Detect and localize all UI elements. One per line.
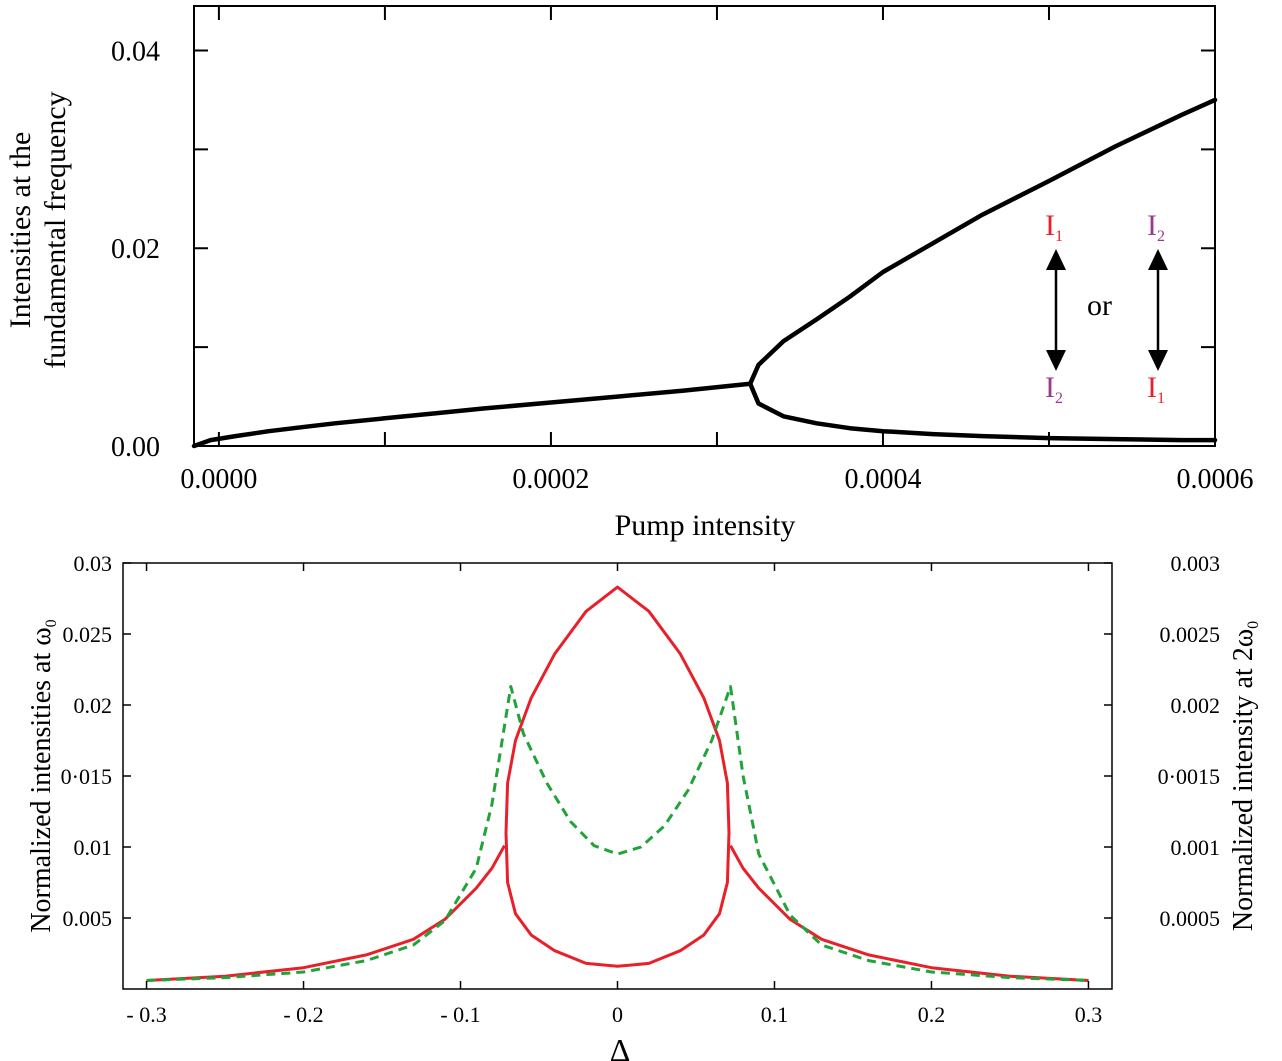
bottom-plot-frame <box>122 562 1113 990</box>
bottom-left-y-tick-label: 0.025 <box>63 622 113 647</box>
double-arrow-right <box>1148 249 1168 371</box>
bottom-right-y-tick-label: 0.0025 <box>1160 622 1221 647</box>
bottom-right-y-tick-label: 0.003 <box>1171 551 1221 576</box>
top-y-axis-label-line2: fundamental frequency <box>39 91 72 368</box>
bottom-x-tick-label: 0 <box>612 1002 623 1027</box>
bottom-left-y-tick-label: 0.01 <box>74 835 113 860</box>
bottom-left-y-tick-label: 0·015 <box>61 764 112 789</box>
bottom-chart: - 0.3 - 0.2 - 0.1 0 0.1 0.2 0.3 0.005 0.01 0·015 0… <box>26 551 1262 1061</box>
annotation-I1-bottom-right: I1 <box>1147 371 1165 407</box>
annotation-I1-top-left: I1 <box>1045 209 1063 245</box>
top-y-axis-label-line1: Intensities at the <box>4 132 37 329</box>
bottom-right-y-axis-label: Normalized intensity at 2ω0 <box>1228 621 1262 931</box>
annotation-or: or <box>1087 289 1112 322</box>
top-series-line-1 <box>747 97 1218 386</box>
top-series-group <box>191 97 1218 449</box>
bottom-right-y-tick-label: 0.0005 <box>1160 906 1221 931</box>
bottom-x-tick-label: 0.1 <box>761 1002 789 1027</box>
top-x-tick-label: 0.0006 <box>1177 464 1254 495</box>
top-plot-frame <box>193 5 1216 447</box>
top-x-axis-label: Pump intensity <box>615 509 796 542</box>
bottom-series-line-2 <box>504 585 731 968</box>
top-x-tick-label: 0.0004 <box>844 464 921 495</box>
bottom-x-tick-label: - 0.1 <box>440 1002 480 1027</box>
bottom-x-axis-label: Δ <box>610 1032 631 1061</box>
bottom-left-y-tick-label: 0.02 <box>74 693 113 718</box>
bottom-series-line-3 <box>146 685 1089 982</box>
bottom-left-y-tick-label: 0.03 <box>74 551 113 576</box>
top-y-tick-label: 0.00 <box>111 432 160 463</box>
bottom-x-tick-label: - 0.3 <box>126 1002 166 1027</box>
bottom-right-y-tick-label: 0.002 <box>1171 693 1221 718</box>
swap-annotation: I1 I2 or I2 I1 <box>1045 209 1168 407</box>
top-x-tick-label: 0.0000 <box>180 464 257 495</box>
annotation-I2-bottom-left: I2 <box>1045 371 1063 407</box>
bottom-x-tick-label: 0.3 <box>1075 1002 1103 1027</box>
top-y-tick-label: 0.02 <box>111 234 160 265</box>
top-chart: 0.0000 0.0002 0.0004 0.0006 0.00 0.02 0.04 Pum… <box>4 5 1254 542</box>
bottom-right-y-tick-label: 0·0015 <box>1158 764 1220 789</box>
bottom-series-line-0 <box>146 844 506 982</box>
bottom-left-y-tick-label: 0.005 <box>63 906 113 931</box>
bottom-x-tick-label: 0.2 <box>918 1002 946 1027</box>
annotation-I2-top-right: I2 <box>1147 209 1165 245</box>
top-y-tick-label: 0.04 <box>111 36 160 67</box>
bottom-right-y-tick-label: 0.001 <box>1171 835 1221 860</box>
top-series-line-0 <box>191 381 753 449</box>
bottom-left-y-axis-label: Normalized intensities at ω0 <box>26 619 60 932</box>
top-series-line-2 <box>747 381 1218 443</box>
bottom-series-group <box>146 585 1089 982</box>
bottom-series-line-1 <box>729 844 1089 982</box>
bottom-x-tick-label: - 0.2 <box>283 1002 323 1027</box>
top-x-tick-label: 0.0002 <box>512 464 589 495</box>
double-arrow-left <box>1046 249 1066 371</box>
